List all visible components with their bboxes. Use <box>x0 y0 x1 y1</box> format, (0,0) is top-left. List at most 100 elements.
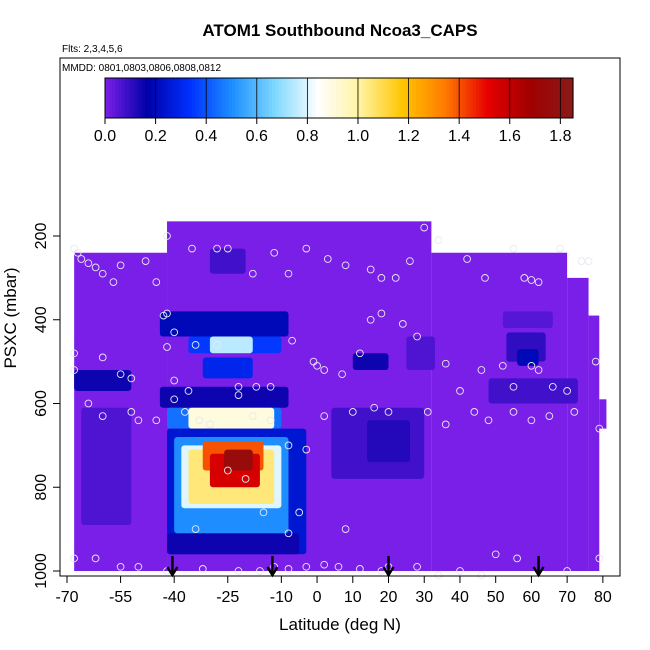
flight-marker-arrowhead <box>532 566 545 578</box>
colorbar-swatch <box>542 78 547 118</box>
observation-point <box>284 529 293 538</box>
colorbar-swatch <box>445 78 450 118</box>
colorbar-swatch <box>506 78 511 118</box>
observation-point <box>470 408 479 416</box>
colorbar-swatch <box>402 78 407 118</box>
colorbar-swatch <box>479 78 484 118</box>
colorbar-swatch <box>389 78 394 118</box>
observation-point <box>323 255 332 263</box>
y-tick-label: 800 <box>33 474 50 501</box>
observation-point <box>295 508 304 517</box>
observation-point <box>334 562 343 571</box>
colorbar-swatch <box>255 78 260 118</box>
colorbar-swatch <box>522 78 527 118</box>
observation-point <box>252 382 261 391</box>
heatmap-cell <box>209 336 253 354</box>
colorbar-swatch <box>349 78 353 118</box>
colorbar-swatch <box>128 78 133 118</box>
colorbar-swatch <box>288 78 293 118</box>
colorbar-swatch <box>335 78 340 118</box>
colorbar-swatch <box>476 78 480 118</box>
observation-point <box>591 357 600 366</box>
observation-point <box>241 475 250 483</box>
colorbar-swatch <box>268 78 273 118</box>
colorbar-swatch <box>111 78 116 118</box>
observation-point <box>284 441 293 450</box>
colorbar-swatch <box>556 78 561 118</box>
colorbar-tick-label: 0.0 <box>94 128 116 145</box>
colorbar-swatch <box>232 78 236 118</box>
observation-point <box>456 567 464 575</box>
x-tick-label: 70 <box>558 589 576 606</box>
observation-point <box>313 361 321 370</box>
observation-point <box>534 278 543 286</box>
colorbar-swatch <box>345 78 350 118</box>
colorbar-tick-label: 0.6 <box>246 128 268 145</box>
colorbar-swatch <box>215 78 220 118</box>
colorbar-swatch <box>566 78 571 118</box>
x-tick-label: -25 <box>216 589 239 606</box>
heatmap-cell <box>81 407 132 525</box>
plot-frame <box>59 57 621 577</box>
colorbar-swatch <box>415 78 420 118</box>
colorbar-swatch <box>295 78 300 118</box>
observation-point <box>70 244 78 253</box>
y-axis-label: PSXC (mbar) <box>1 267 20 368</box>
colorbar-swatch <box>439 78 444 118</box>
x-tick-label: 0 <box>313 589 322 606</box>
colorbar-swatch <box>228 78 233 118</box>
observation-point <box>391 274 400 282</box>
colorbar-swatch <box>502 78 507 118</box>
observation-point <box>234 567 243 575</box>
heatmap-cell <box>167 533 300 555</box>
observation-point <box>434 236 443 245</box>
observation-point <box>320 412 329 420</box>
colorbar-swatch <box>181 78 186 118</box>
colorbar-tick-label: 0.2 <box>144 128 166 145</box>
colorbar-swatch <box>141 78 146 118</box>
colorbar-swatch <box>492 78 497 118</box>
colorbar-swatch <box>369 78 374 118</box>
colorbar-swatch <box>516 78 521 118</box>
colorbar-swatch <box>496 78 501 118</box>
observation-point <box>223 466 232 475</box>
observation-point <box>420 223 429 232</box>
colorbar-swatch <box>312 78 317 118</box>
observation-point <box>248 269 257 278</box>
x-tick-label: -55 <box>109 589 132 606</box>
colorbar-swatch <box>302 78 307 118</box>
colorbar-swatch <box>282 78 287 118</box>
observation-point <box>152 416 161 425</box>
observation-point <box>356 349 364 358</box>
colorbar-swatch <box>322 78 327 118</box>
heatmap-cell <box>159 311 289 337</box>
observation-point <box>406 257 414 265</box>
observation-point <box>181 408 189 416</box>
observation-point <box>563 387 571 395</box>
observation-point <box>152 278 161 286</box>
observation-point <box>77 255 86 263</box>
observation-point <box>577 257 586 265</box>
colorbar-swatch <box>469 78 474 118</box>
observation-point <box>302 244 311 253</box>
observation-point <box>545 412 554 420</box>
colorbar-swatch <box>452 78 457 118</box>
colorbar-swatch <box>328 78 333 118</box>
heatmap-cell <box>488 378 578 404</box>
observation-point <box>170 395 179 404</box>
observation-point <box>370 403 379 412</box>
colorbar-swatch <box>278 78 283 118</box>
observation-point <box>98 269 107 278</box>
x-tick-label: 80 <box>594 589 612 606</box>
colorbar-swatch <box>318 78 323 118</box>
observation-point <box>191 525 200 533</box>
colorbar-tick-label: 1.0 <box>347 128 369 145</box>
observation-point <box>302 445 311 454</box>
observation-point <box>213 244 221 253</box>
colorbar-swatch <box>549 78 554 118</box>
colorbar-swatch <box>198 78 203 118</box>
colorbar-swatch <box>419 78 424 118</box>
observation-point <box>134 562 143 571</box>
colorbar-swatch <box>238 78 243 118</box>
x-tick-label: -10 <box>270 589 293 606</box>
